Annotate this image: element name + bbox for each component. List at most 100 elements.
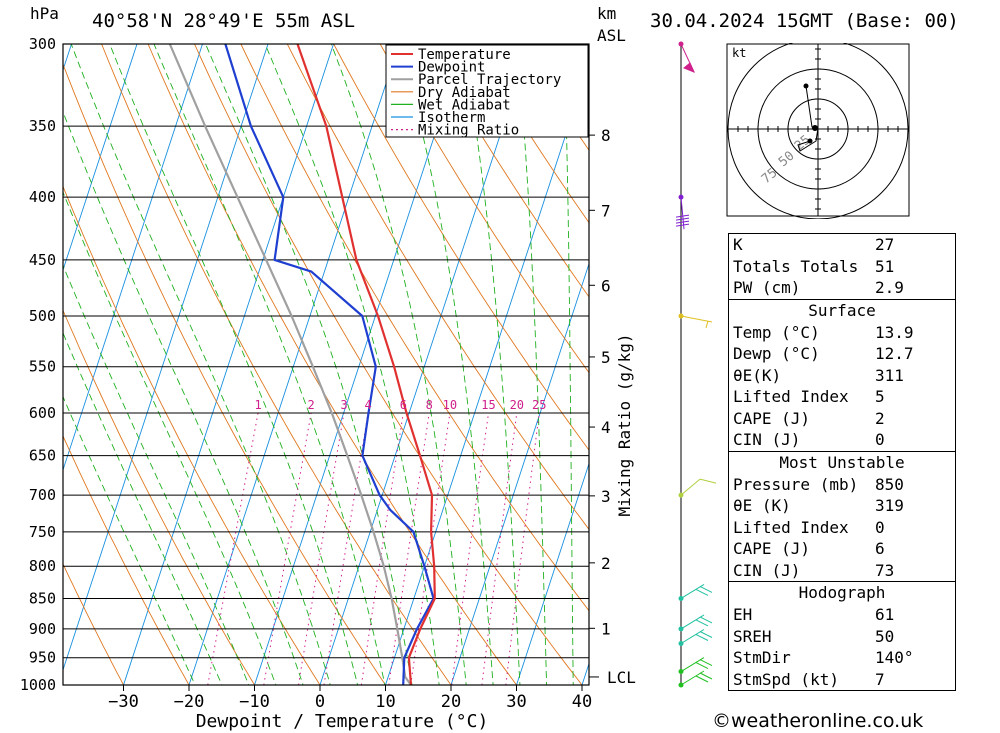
most-unstable-index-row: CIN (J) 73	[729, 560, 955, 582]
height-tick-label: 7	[601, 201, 611, 220]
surface-index-value: 13.9	[875, 322, 914, 342]
surface-index-row: θE(K) 311	[729, 365, 955, 387]
x-tick-label: 10	[375, 692, 395, 712]
general-index-row: K 27	[729, 234, 955, 256]
general-index-row: Totals Totals 51	[729, 256, 955, 278]
legend-box	[385, 44, 589, 138]
most-unstable-index-row: Lifted Index 0	[729, 517, 955, 539]
storm-motion-point	[812, 125, 818, 131]
height-tick-label: 6	[601, 276, 611, 295]
height-unit-asl-label: ASL	[597, 26, 626, 45]
pressure-tick-label: 800	[29, 557, 56, 575]
height-tick-label: 5	[601, 348, 611, 367]
height-tick-label: 1	[601, 619, 611, 638]
surface-index-row: Temp (°C) 13.9	[729, 322, 955, 344]
surface-section-title: Surface	[729, 298, 955, 322]
pressure-tick-label: 600	[29, 404, 56, 422]
datetime-title: 30.04.2024 15GMT (Base: 00)	[650, 10, 959, 32]
mixing-ratio-line	[207, 412, 259, 685]
mixing-ratio-axis-label: Mixing Ratio (g/kg)	[615, 333, 634, 516]
wind-barb	[675, 197, 690, 230]
hodograph-index-value: 50	[875, 626, 895, 646]
legend-item: Mixing Ratio	[418, 123, 519, 139]
wind-barb	[680, 43, 695, 73]
mixing-ratio-label: 2	[308, 398, 315, 412]
height-tick-label: 2	[601, 554, 611, 573]
mixing-ratio-line	[360, 412, 404, 685]
hodograph-index-row: StmDir 140°	[729, 647, 955, 669]
mixing-ratio-label: 6	[400, 398, 407, 412]
pressure-tick-label: 350	[29, 117, 56, 135]
general-index-label: PW (cm)	[733, 278, 801, 297]
hodograph-index-row: SREH 50	[729, 626, 955, 648]
hodograph-index-label: StmSpd (kt)	[733, 669, 839, 689]
pressure-tick-label: 950	[29, 649, 56, 667]
hodograph-trace	[797, 85, 819, 152]
mixing-ratio-label: 3	[340, 398, 347, 412]
general-index-label: Totals Totals	[733, 256, 859, 276]
legend-item: Dewpoint	[418, 60, 485, 76]
most-unstable-index-value: 73	[875, 560, 895, 580]
pressure-unit-label: hPa	[30, 4, 59, 23]
pressure-tick-label: 450	[29, 251, 56, 269]
mixing-ratio-label: 25	[532, 398, 546, 412]
wind-barb	[680, 584, 713, 599]
surface-index-label: CIN (J)	[733, 430, 801, 449]
x-axis-label: Dewpoint / Temperature (°C)	[196, 711, 489, 732]
general-index-label: K	[733, 235, 743, 254]
wet-adiabat-line	[153, 44, 386, 685]
hodograph-index-label: EH	[733, 605, 753, 624]
hodograph-point	[807, 138, 813, 144]
surface-index-value: 0	[875, 430, 885, 449]
dry-adiabat-line	[333, 44, 589, 451]
mixing-ratio-label: 8	[426, 398, 433, 412]
parcel-trajectory	[168, 44, 412, 685]
isotherm-line	[450, 262, 589, 685]
mixing-ratio-label: 20	[510, 398, 524, 412]
temperature-profile	[296, 44, 436, 685]
most-unstable-index-label: Lifted Index	[733, 517, 849, 537]
isotherm-line	[63, 44, 203, 472]
legend-item: Parcel Trajectory	[418, 72, 561, 88]
hodograph-index-row: EH 61	[729, 604, 955, 626]
pressure-tick-label: 650	[29, 447, 56, 465]
isotherm-line	[63, 44, 138, 272]
most-unstable-section-title: Most Unstable	[729, 450, 955, 474]
general-index-value: 27	[875, 235, 895, 254]
most-unstable-index-value: 6	[875, 539, 885, 558]
surface-index-label: Lifted Index	[733, 387, 849, 406]
pressure-tick-label: 750	[29, 523, 56, 541]
dry-adiabat-line	[63, 563, 125, 685]
x-tick-label: 0	[315, 692, 325, 712]
surface-index-value: 5	[875, 387, 885, 406]
dry-adiabat-line	[63, 63, 387, 685]
isotherm-line	[123, 44, 334, 685]
surface-index-row: CAPE (J) 2	[729, 408, 955, 430]
x-tick-label: −20	[174, 692, 205, 712]
mixing-ratio-line	[263, 412, 312, 685]
lcl-label: LCL	[607, 668, 636, 687]
wind-barb	[680, 614, 713, 630]
hodograph-index-label: StmDir	[733, 648, 791, 667]
dewpoint-profile	[224, 44, 435, 685]
most-unstable-index-label: CIN (J)	[733, 560, 801, 580]
wind-barb	[680, 629, 713, 644]
legend-item: Isotherm	[418, 110, 485, 126]
height-unit-km-label: km	[597, 4, 617, 23]
legend-item: Wet Adiabat	[418, 97, 511, 113]
surface-index-label: CAPE (J)	[733, 408, 811, 428]
pressure-tick-label: 550	[29, 358, 56, 376]
wind-barb	[680, 670, 713, 686]
surface-index-value: 12.7	[875, 344, 914, 363]
wind-barb	[680, 315, 713, 329]
dry-adiabat-line	[472, 44, 589, 224]
hodograph-point	[803, 83, 809, 89]
hodograph-index-value: 140°	[875, 648, 914, 667]
pressure-tick-label: 900	[29, 620, 56, 638]
x-tick-label: −10	[239, 692, 270, 712]
wet-adiabat-line	[70, 44, 331, 685]
most-unstable-index-value: 319	[875, 496, 904, 515]
height-tick-label: 3	[601, 487, 611, 506]
mixing-ratio-label: 4	[364, 398, 371, 412]
